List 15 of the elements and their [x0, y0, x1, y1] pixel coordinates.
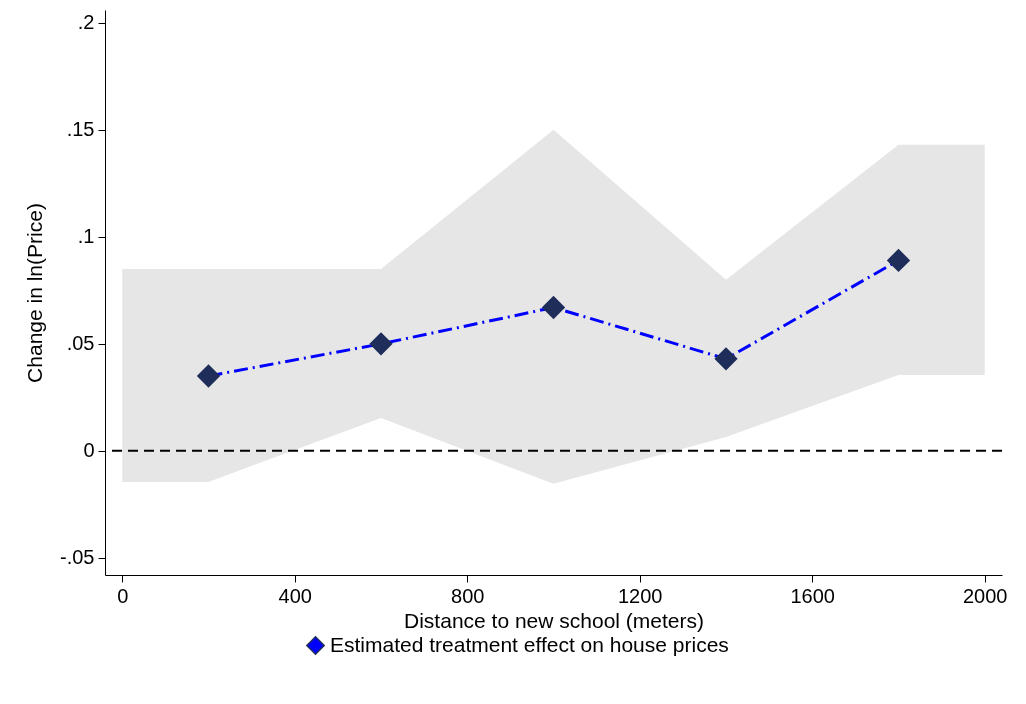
x-tick-label: 800: [451, 584, 485, 607]
x-axis-title: Distance to new school (meters): [404, 608, 704, 632]
x-tick-label: 1600: [790, 584, 835, 607]
x-tick-label: 400: [278, 584, 312, 607]
y-tick-label: .15: [66, 118, 95, 141]
y-tick-label: 0: [83, 439, 95, 462]
legend-label: Estimated treatment effect on house prices: [330, 632, 729, 656]
x-tick-label: 0: [117, 584, 129, 607]
x-tick-label: 1200: [618, 584, 663, 607]
y-tick-label: .1: [77, 225, 95, 248]
y-tick-label: .05: [66, 332, 95, 355]
x-tick-label: 2000: [963, 584, 1008, 607]
y-tick-label: -.05: [60, 546, 95, 569]
y-axis-title: Change in ln(Price): [23, 203, 47, 383]
y-tick-label: .2: [77, 11, 95, 34]
